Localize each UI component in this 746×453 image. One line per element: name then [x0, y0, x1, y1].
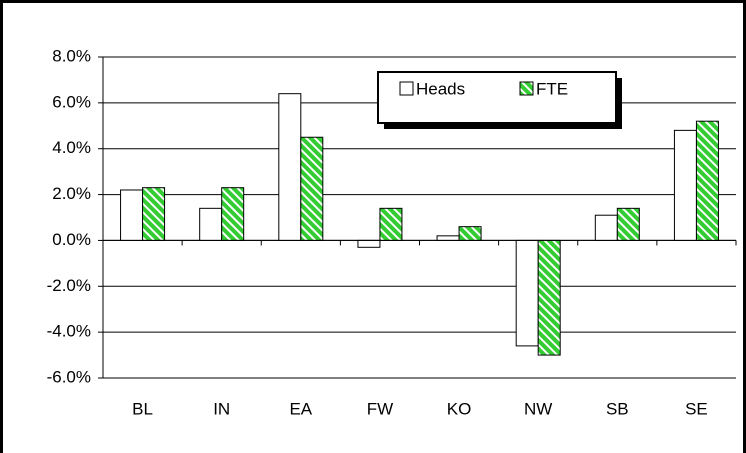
bar [594, 214, 618, 241]
bar [199, 207, 223, 241]
bar [357, 239, 381, 248]
legend-label: FTE [536, 79, 568, 98]
y-tick-label: 8.0% [52, 46, 91, 65]
legend-swatch [519, 81, 534, 96]
bar [379, 207, 403, 241]
bar [458, 226, 482, 241]
x-tick-label: KO [447, 399, 472, 418]
legend-label: Heads [416, 79, 465, 98]
y-tick-label: -6.0% [47, 367, 91, 386]
x-tick-label: SE [685, 399, 708, 418]
bar [120, 189, 144, 241]
x-tick-label: SB [606, 399, 629, 418]
x-tick-label: BL [132, 399, 153, 418]
bar [537, 239, 561, 356]
bar [142, 187, 166, 241]
y-tick-label: 0.0% [52, 230, 91, 249]
bar [221, 187, 245, 241]
bar [616, 207, 640, 241]
legend-swatch [399, 81, 414, 96]
bar [515, 239, 539, 347]
x-tick-label: NW [524, 399, 552, 418]
x-tick-label: FW [367, 399, 393, 418]
y-tick-label: 2.0% [52, 184, 91, 203]
bar [695, 120, 719, 241]
x-tick-label: EA [289, 399, 312, 418]
y-tick-label: 4.0% [52, 138, 91, 157]
bar [300, 136, 324, 241]
legend-box [377, 71, 617, 124]
y-tick-label: -4.0% [47, 322, 91, 341]
bar [673, 129, 697, 241]
bar [436, 235, 460, 241]
y-tick-label: -2.0% [47, 276, 91, 295]
bar [278, 93, 302, 241]
x-tick-label: IN [213, 399, 230, 418]
y-tick-label: 6.0% [52, 92, 91, 111]
